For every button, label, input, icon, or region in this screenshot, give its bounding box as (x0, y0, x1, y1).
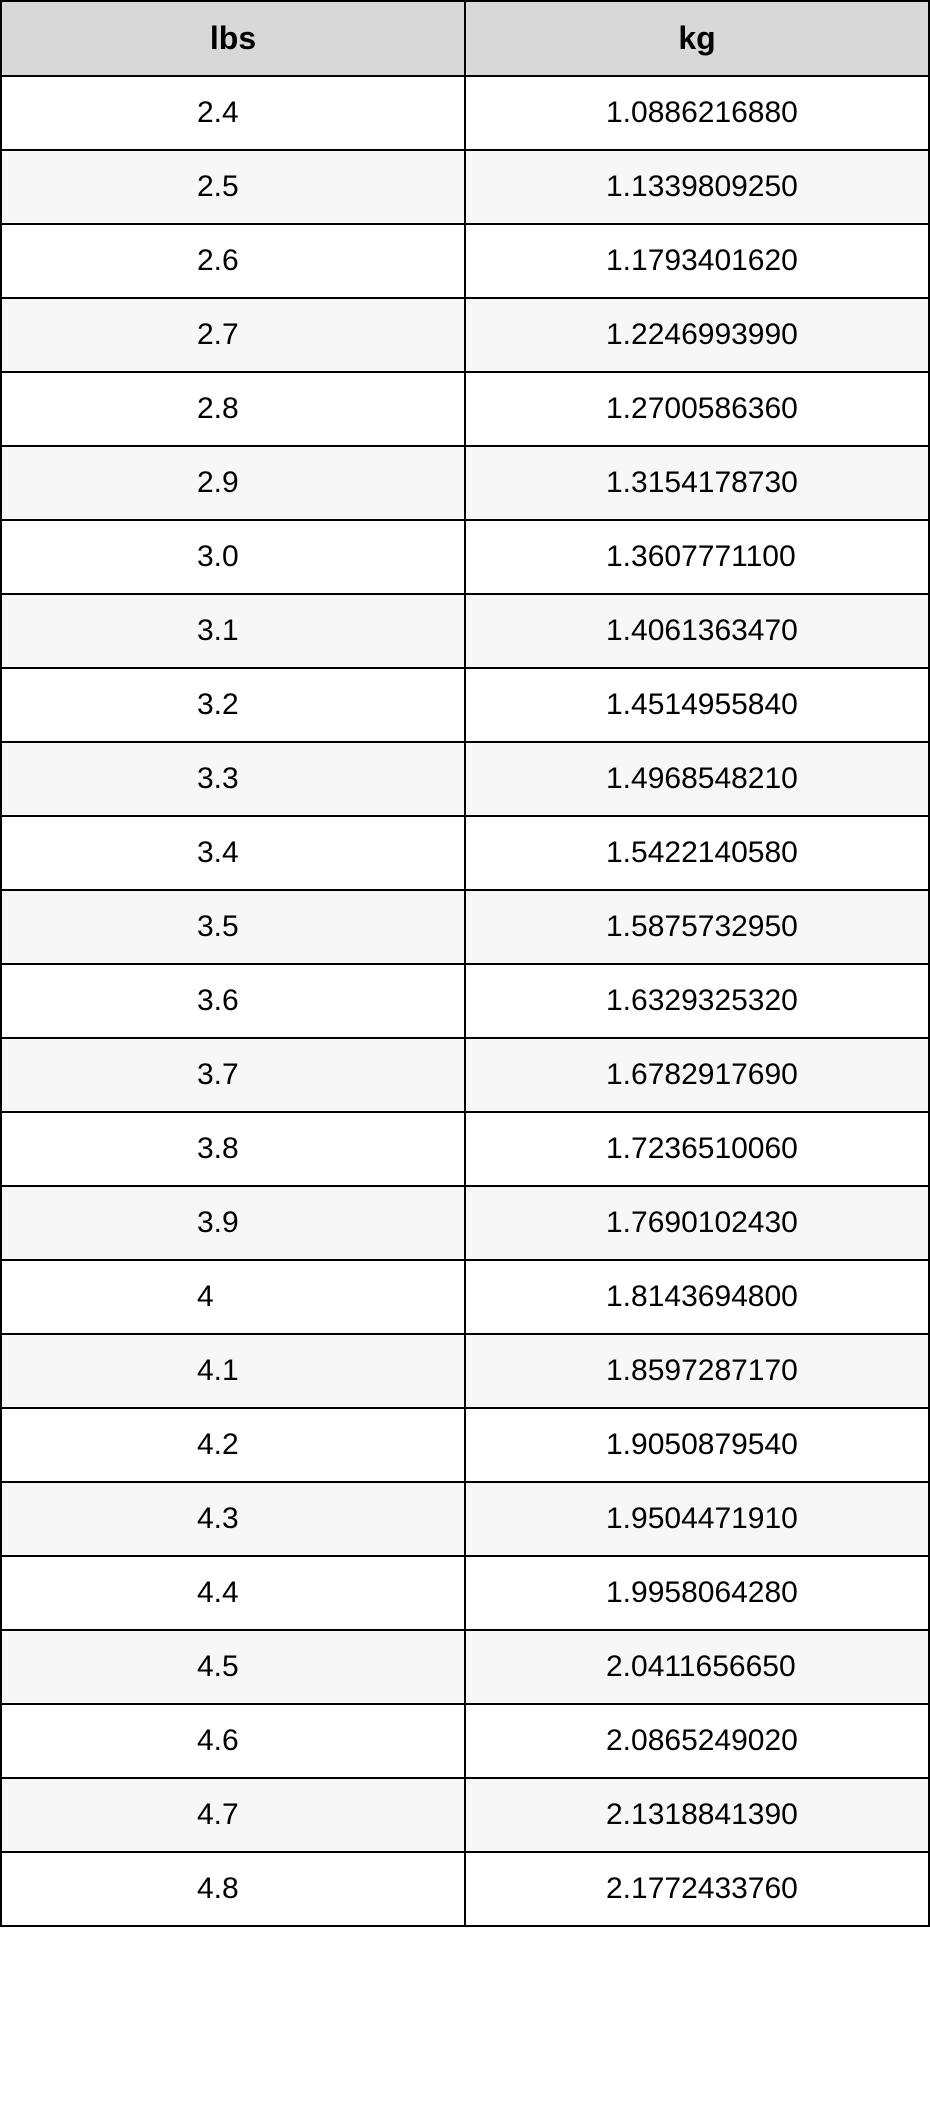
table-row: 3.51.5875732950 (1, 890, 929, 964)
table-row: 3.31.4968548210 (1, 742, 929, 816)
cell-kg: 1.6329325320 (465, 964, 929, 1038)
table-row: 3.61.6329325320 (1, 964, 929, 1038)
cell-lbs: 4.1 (1, 1334, 465, 1408)
cell-kg: 2.0411656650 (465, 1630, 929, 1704)
table-row: 3.71.6782917690 (1, 1038, 929, 1112)
table-row: 2.81.2700586360 (1, 372, 929, 446)
cell-kg: 2.0865249020 (465, 1704, 929, 1778)
cell-lbs: 3.6 (1, 964, 465, 1038)
table-row: 2.71.2246993990 (1, 298, 929, 372)
cell-lbs: 2.4 (1, 76, 465, 150)
cell-kg: 1.7690102430 (465, 1186, 929, 1260)
header-row: lbs kg (1, 1, 929, 76)
cell-kg: 1.2700586360 (465, 372, 929, 446)
table-row: 4.72.1318841390 (1, 1778, 929, 1852)
cell-lbs: 3.3 (1, 742, 465, 816)
table-row: 4.41.9958064280 (1, 1556, 929, 1630)
cell-kg: 1.5422140580 (465, 816, 929, 890)
cell-lbs: 4.3 (1, 1482, 465, 1556)
table-row: 3.81.7236510060 (1, 1112, 929, 1186)
cell-lbs: 3.7 (1, 1038, 465, 1112)
cell-lbs: 3.4 (1, 816, 465, 890)
cell-kg: 2.1318841390 (465, 1778, 929, 1852)
table-row: 2.41.0886216880 (1, 76, 929, 150)
cell-kg: 1.9050879540 (465, 1408, 929, 1482)
cell-kg: 1.9958064280 (465, 1556, 929, 1630)
cell-kg: 1.9504471910 (465, 1482, 929, 1556)
header-lbs: lbs (1, 1, 465, 76)
cell-kg: 1.3607771100 (465, 520, 929, 594)
table-row: 2.91.3154178730 (1, 446, 929, 520)
table-row: 2.51.1339809250 (1, 150, 929, 224)
cell-kg: 1.1793401620 (465, 224, 929, 298)
cell-lbs: 4.4 (1, 1556, 465, 1630)
table-row: 3.91.7690102430 (1, 1186, 929, 1260)
cell-lbs: 3.2 (1, 668, 465, 742)
cell-kg: 1.4061363470 (465, 594, 929, 668)
cell-lbs: 2.6 (1, 224, 465, 298)
cell-kg: 1.0886216880 (465, 76, 929, 150)
cell-lbs: 3.8 (1, 1112, 465, 1186)
cell-kg: 1.5875732950 (465, 890, 929, 964)
cell-kg: 1.4514955840 (465, 668, 929, 742)
table-row: 3.01.3607771100 (1, 520, 929, 594)
cell-lbs: 3.1 (1, 594, 465, 668)
table-body: 2.41.0886216880 2.51.1339809250 2.61.179… (1, 76, 929, 1926)
table-row: 3.21.4514955840 (1, 668, 929, 742)
cell-lbs: 4.2 (1, 1408, 465, 1482)
cell-kg: 1.2246993990 (465, 298, 929, 372)
table-header: lbs kg (1, 1, 929, 76)
cell-lbs: 4.7 (1, 1778, 465, 1852)
cell-kg: 1.4968548210 (465, 742, 929, 816)
cell-lbs: 2.9 (1, 446, 465, 520)
cell-kg: 1.1339809250 (465, 150, 929, 224)
cell-lbs: 4.6 (1, 1704, 465, 1778)
cell-kg: 1.7236510060 (465, 1112, 929, 1186)
cell-kg: 1.8143694800 (465, 1260, 929, 1334)
header-kg: kg (465, 1, 929, 76)
table-row: 4.82.1772433760 (1, 1852, 929, 1926)
table-row: 4.11.8597287170 (1, 1334, 929, 1408)
table-row: 41.8143694800 (1, 1260, 929, 1334)
table-row: 3.11.4061363470 (1, 594, 929, 668)
table-row: 2.61.1793401620 (1, 224, 929, 298)
cell-kg: 1.6782917690 (465, 1038, 929, 1112)
cell-lbs: 4 (1, 1260, 465, 1334)
cell-lbs: 2.7 (1, 298, 465, 372)
cell-lbs: 2.8 (1, 372, 465, 446)
table-row: 4.21.9050879540 (1, 1408, 929, 1482)
conversion-table: lbs kg 2.41.0886216880 2.51.1339809250 2… (0, 0, 930, 1927)
cell-kg: 2.1772433760 (465, 1852, 929, 1926)
cell-lbs: 4.8 (1, 1852, 465, 1926)
table-row: 4.52.0411656650 (1, 1630, 929, 1704)
table-row: 4.62.0865249020 (1, 1704, 929, 1778)
cell-kg: 1.8597287170 (465, 1334, 929, 1408)
cell-lbs: 3.0 (1, 520, 465, 594)
cell-lbs: 2.5 (1, 150, 465, 224)
cell-kg: 1.3154178730 (465, 446, 929, 520)
table-row: 4.31.9504471910 (1, 1482, 929, 1556)
cell-lbs: 4.5 (1, 1630, 465, 1704)
table-row: 3.41.5422140580 (1, 816, 929, 890)
cell-lbs: 3.5 (1, 890, 465, 964)
cell-lbs: 3.9 (1, 1186, 465, 1260)
